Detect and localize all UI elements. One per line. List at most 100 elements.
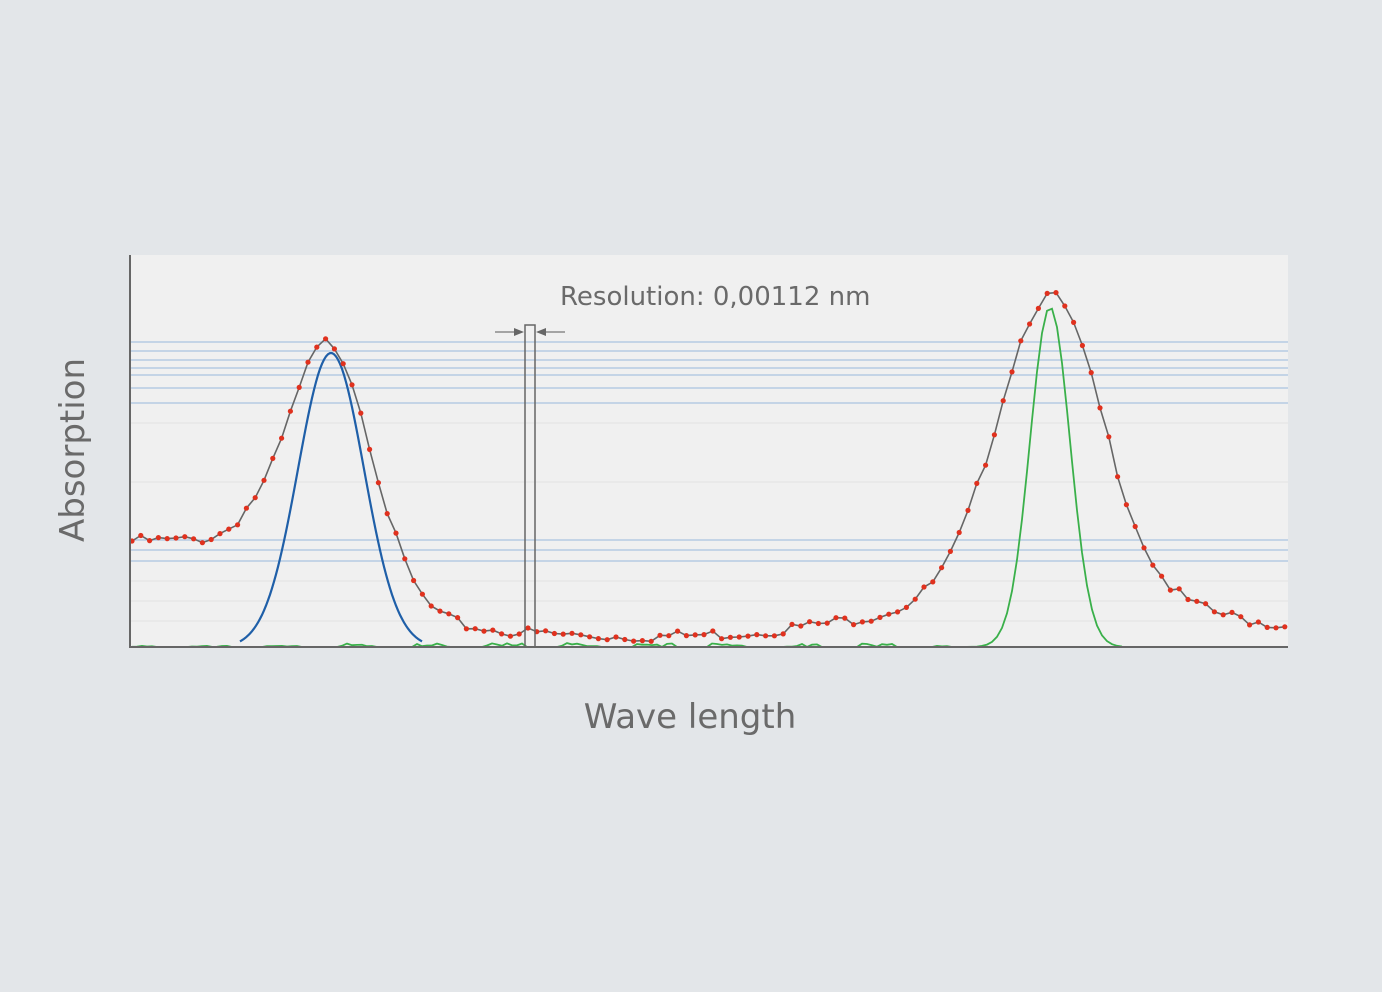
resolution-bar: [524, 324, 536, 648]
sample-dot: [771, 633, 778, 639]
sample-dot: [1079, 342, 1085, 349]
sample-dot: [1053, 290, 1059, 296]
sample-dot: [683, 633, 690, 639]
sample-dot: [164, 536, 170, 542]
sample-dot: [402, 556, 408, 562]
sample-dot: [903, 604, 910, 611]
sample-dot: [921, 584, 927, 590]
sample-dot: [1194, 598, 1200, 604]
sample-dot: [1123, 502, 1129, 508]
sample-dot: [692, 632, 698, 638]
sample-dot: [587, 634, 593, 640]
sample-dot: [1088, 370, 1094, 376]
y-axis-title: Absorption: [53, 358, 93, 542]
sample-dot: [745, 633, 751, 639]
sample-dot: [763, 633, 769, 639]
sample-dot: [411, 577, 417, 584]
sample-dot: [1238, 614, 1244, 620]
sample-dot: [243, 505, 249, 511]
sample-dot: [974, 480, 980, 486]
sample-dot: [437, 608, 443, 614]
sample-dot: [1159, 573, 1165, 579]
sample-dot: [666, 633, 672, 639]
sample-dot: [851, 622, 857, 628]
sample-dot: [1220, 612, 1226, 618]
sample-dot: [595, 636, 602, 642]
sample-dot: [261, 477, 267, 483]
sample-dot: [1247, 622, 1253, 628]
sample-dot: [657, 632, 663, 638]
sample-dot: [455, 615, 461, 621]
sample-dot: [358, 410, 364, 416]
sample-dot: [1115, 474, 1121, 480]
sample-dot: [1141, 545, 1147, 551]
sample-dot: [1282, 624, 1288, 630]
sample-dot: [507, 633, 513, 639]
sample-dot: [754, 632, 760, 638]
sample-dot: [798, 623, 804, 629]
sample-dot: [815, 620, 822, 627]
sample-dot: [525, 625, 531, 631]
sample-dot: [305, 359, 311, 365]
sample-dot: [323, 336, 329, 342]
sample-dot: [155, 535, 161, 541]
sample-dot: [710, 628, 716, 634]
sample-dot: [340, 361, 346, 367]
sample-dot: [1167, 587, 1173, 593]
sample-dot: [868, 618, 874, 624]
resolution-marker: [495, 324, 565, 648]
sample-dot: [472, 626, 478, 632]
x-axis-title: Wave length: [584, 697, 797, 737]
sample-dot: [859, 619, 866, 625]
sample-dot: [1185, 596, 1191, 603]
sample-dot: [1044, 290, 1050, 296]
arrow-head: [536, 328, 546, 336]
sample-dot: [367, 446, 373, 452]
sample-dot: [578, 632, 584, 638]
sample-dot: [1071, 319, 1077, 325]
sample-dot: [226, 526, 232, 532]
sample-dot: [1009, 369, 1015, 375]
sample-dot: [930, 579, 936, 585]
sample-dot: [349, 382, 355, 388]
sample-dot: [191, 536, 197, 542]
sample-dot: [551, 630, 558, 637]
sample-dot: [991, 432, 998, 438]
sample-dot: [1203, 601, 1209, 607]
sample-dot: [490, 627, 496, 633]
sample-dot: [1097, 405, 1103, 411]
sample-dot: [631, 638, 637, 644]
sample-dot: [622, 636, 628, 643]
blue-curve: [239, 352, 423, 643]
sample-dot: [877, 614, 883, 621]
sample-dot: [895, 609, 901, 615]
sample-dot: [1229, 609, 1235, 616]
sample-dot: [701, 632, 707, 638]
sample-dot: [560, 631, 566, 637]
sample-dot: [939, 565, 945, 571]
sample-dot: [965, 507, 971, 513]
sample-dot: [1018, 338, 1024, 344]
sample-dot: [173, 535, 179, 541]
sample-dot: [1255, 619, 1261, 625]
sample-dot: [384, 510, 390, 517]
sample-dot: [1000, 398, 1006, 404]
sample-dot: [1027, 321, 1033, 327]
sample-dot: [463, 626, 469, 632]
sample-dot: [1176, 586, 1182, 592]
sample-dot: [1062, 303, 1068, 309]
sample-dot: [1273, 625, 1279, 631]
sample-dot: [1035, 305, 1041, 311]
sample-dot: [296, 384, 302, 390]
arrow-head: [514, 328, 524, 336]
sample-dot: [1264, 624, 1270, 631]
sample-dot: [789, 621, 795, 628]
plot-area: [130, 255, 1288, 647]
sample-dot: [842, 615, 848, 621]
sample-dot: [648, 638, 654, 644]
sample-dot: [446, 611, 452, 617]
sample-dot: [956, 529, 962, 536]
sample-dot: [481, 628, 487, 634]
sample-dot: [331, 346, 337, 352]
sample-dot: [1211, 609, 1217, 615]
